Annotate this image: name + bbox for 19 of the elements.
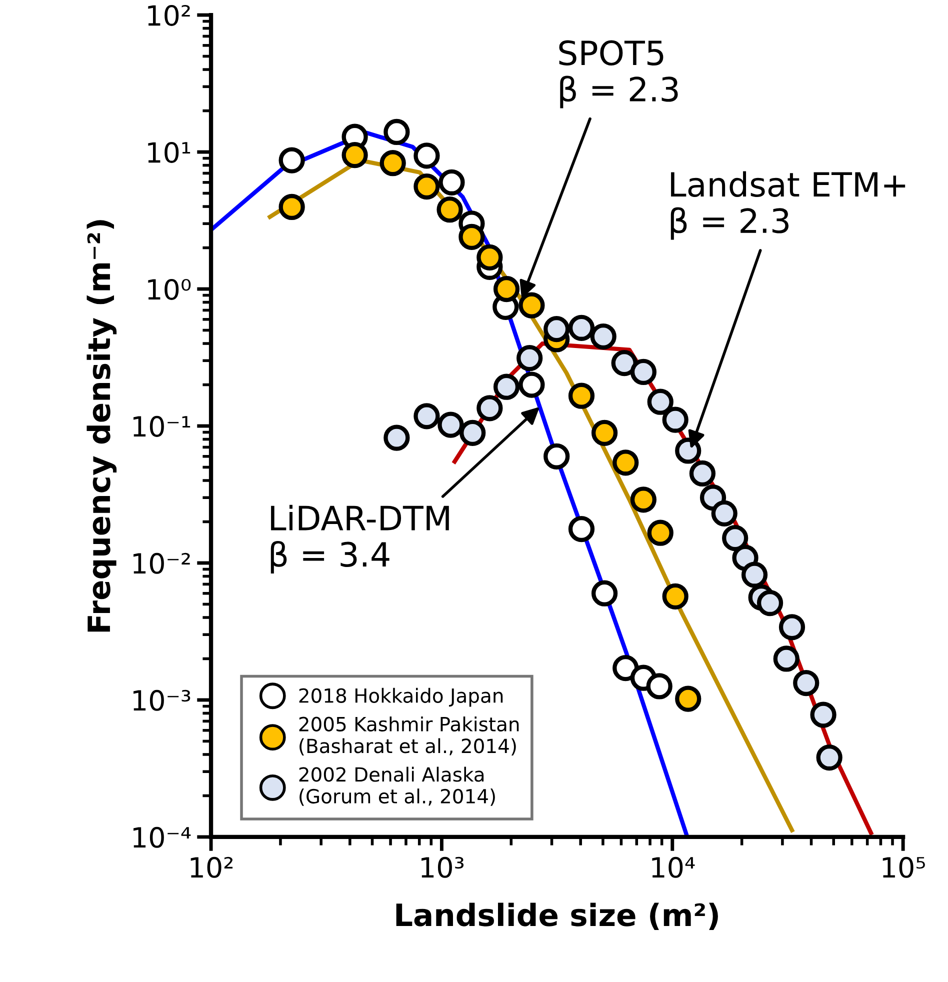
y-tick-label: 10⁻¹ — [133, 416, 190, 437]
y-tick-label: 10¹ — [148, 142, 190, 163]
y-tick-label: 10² — [148, 4, 190, 26]
y-tick-label: 10⁰ — [148, 278, 191, 300]
x-tick-label: 10³ — [422, 856, 464, 878]
x-tick-label: 10⁴ — [652, 856, 695, 878]
legend-label: 2018 Hokkaido Japan — [299, 688, 503, 707]
annotation: Landsat ETM+ β = 2.3 — [670, 171, 906, 240]
annotation: SPOT5 β = 2.3 — [559, 40, 678, 108]
y-tick-label: 10⁻² — [133, 552, 190, 574]
y-tick-label: 10⁻⁴ — [133, 826, 191, 848]
legend-label: 2005 Kashmir Pakistan (Basharat et al., 2014) — [299, 716, 519, 756]
x-axis-title: Landslide size (m²) — [396, 902, 718, 930]
y-axis-title: Frequency density (m⁻²) — [86, 220, 117, 632]
legend-label: 2002 Denali Alaska (Gorum et al., 2014) — [299, 766, 495, 806]
x-tick-label: 10² — [190, 856, 233, 878]
x-tick-label: 10⁵ — [882, 856, 925, 878]
annotation: LiDAR-DTM β = 3.4 — [270, 504, 449, 574]
y-tick-label: 10⁻³ — [133, 690, 190, 711]
